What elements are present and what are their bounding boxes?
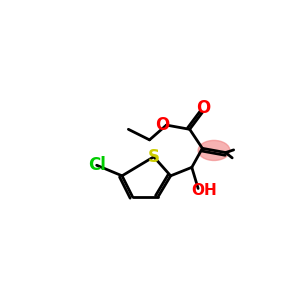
Text: OH: OH — [192, 183, 218, 198]
Text: O: O — [155, 116, 169, 134]
Ellipse shape — [198, 140, 230, 160]
Text: O: O — [196, 99, 211, 117]
Text: Cl: Cl — [88, 156, 106, 174]
Text: S: S — [148, 148, 160, 166]
